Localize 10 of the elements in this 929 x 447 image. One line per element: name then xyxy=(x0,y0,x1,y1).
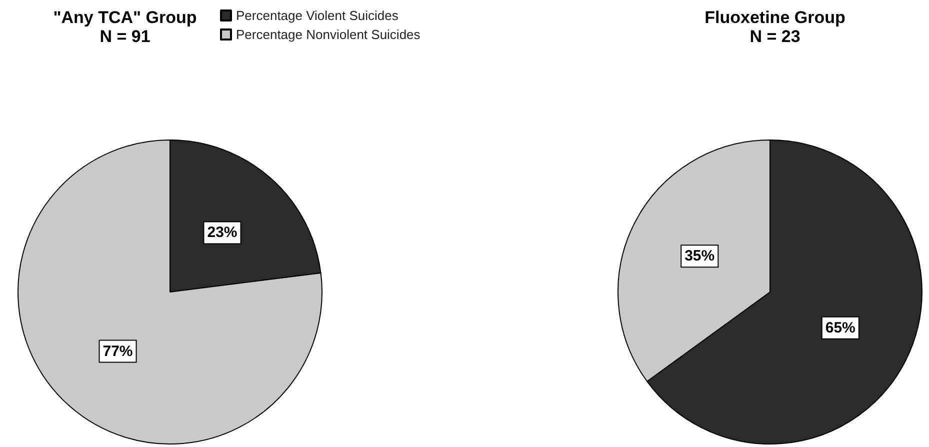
legend-label: Percentage Violent Suicides xyxy=(236,8,399,23)
text: N = 91 xyxy=(100,27,150,46)
data-label: 35% xyxy=(684,248,715,265)
chart-title: Fluoxetine Group xyxy=(704,8,846,27)
chart-title: "Any TCA" Group xyxy=(53,8,197,27)
data-label: 77% xyxy=(102,342,133,360)
data-label: 65% xyxy=(825,319,856,336)
legend-label: Percentage Nonviolent Suicides xyxy=(236,27,421,42)
chart-subtitle: N = 23 xyxy=(750,27,800,46)
data-label: 23% xyxy=(207,224,238,242)
